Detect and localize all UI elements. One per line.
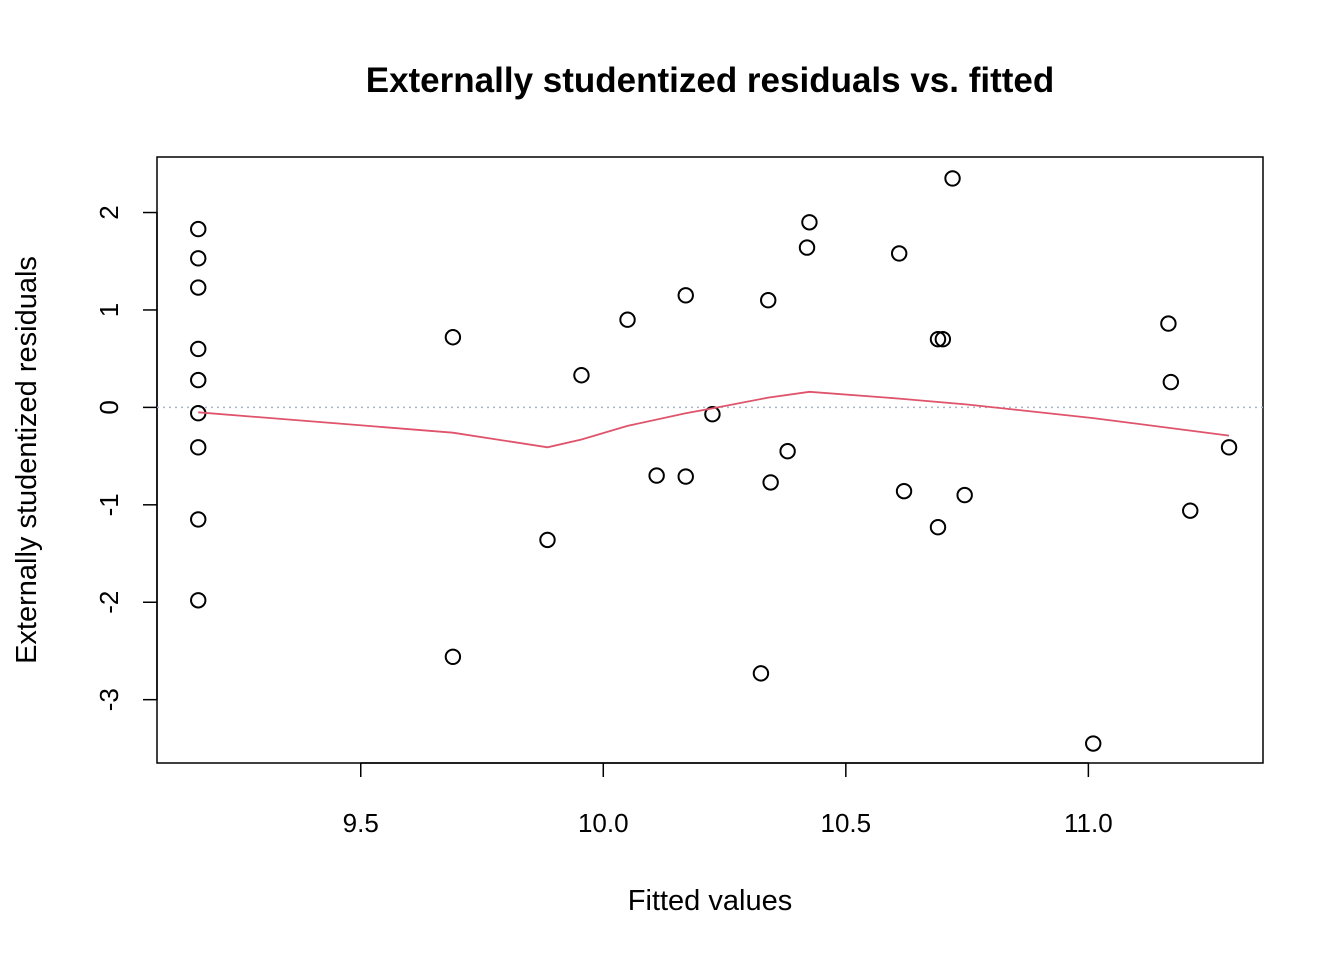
data-point	[801, 214, 818, 231]
data-point	[762, 474, 779, 491]
chart-title: Externally studentized residuals vs. fit…	[366, 61, 1055, 100]
data-point	[1162, 373, 1180, 391]
y-tick-label: 1	[94, 303, 124, 317]
plot-area: 9.5 10.0 10.5 11.0 -3 -2 -1 0 1 2	[94, 156, 1264, 838]
data-point	[573, 367, 590, 384]
data-point	[190, 511, 207, 528]
data-point	[934, 330, 952, 348]
data-point	[648, 467, 665, 484]
data-point	[1085, 735, 1102, 752]
plot-frame	[156, 156, 1264, 764]
x-tick-label: 10.0	[578, 808, 629, 838]
data-point	[1160, 315, 1177, 332]
data-point	[190, 250, 207, 267]
x-tick-label: 10.5	[821, 808, 872, 838]
y-axis-title: Externally studentized residuals	[11, 256, 43, 664]
data-point	[190, 279, 207, 296]
x-tick-label: 11.0	[1064, 808, 1113, 838]
data-point	[190, 592, 207, 609]
data-point	[895, 482, 913, 500]
data-point	[1220, 439, 1238, 456]
data-point	[704, 406, 721, 423]
data-point	[798, 239, 816, 256]
y-tick-label: 0	[94, 400, 124, 414]
data-point	[190, 439, 207, 456]
x-axis-title: Fitted values	[628, 885, 792, 917]
data-point	[190, 340, 207, 358]
data-point	[760, 292, 777, 309]
y-tick-label: -3	[94, 688, 124, 711]
data-point	[677, 468, 694, 485]
data-point	[677, 287, 694, 304]
data-point	[929, 519, 947, 536]
data-point	[752, 665, 770, 682]
data-point	[444, 329, 462, 346]
y-tick-label: -2	[94, 591, 124, 614]
smoother-line	[198, 390, 1230, 449]
data-point	[944, 170, 961, 187]
data-point	[890, 245, 908, 262]
data-point	[929, 330, 947, 348]
y-tick-label: -1	[94, 493, 124, 516]
data-point	[956, 486, 973, 504]
data-point	[539, 531, 556, 549]
data-point	[444, 648, 462, 666]
data-point	[1182, 502, 1199, 519]
data-point	[190, 220, 207, 238]
y-tick-label: 2	[94, 205, 124, 219]
data-point	[190, 371, 207, 389]
data-point	[779, 443, 796, 460]
x-tick-label: 9.5	[343, 808, 379, 838]
data-point	[619, 311, 636, 328]
